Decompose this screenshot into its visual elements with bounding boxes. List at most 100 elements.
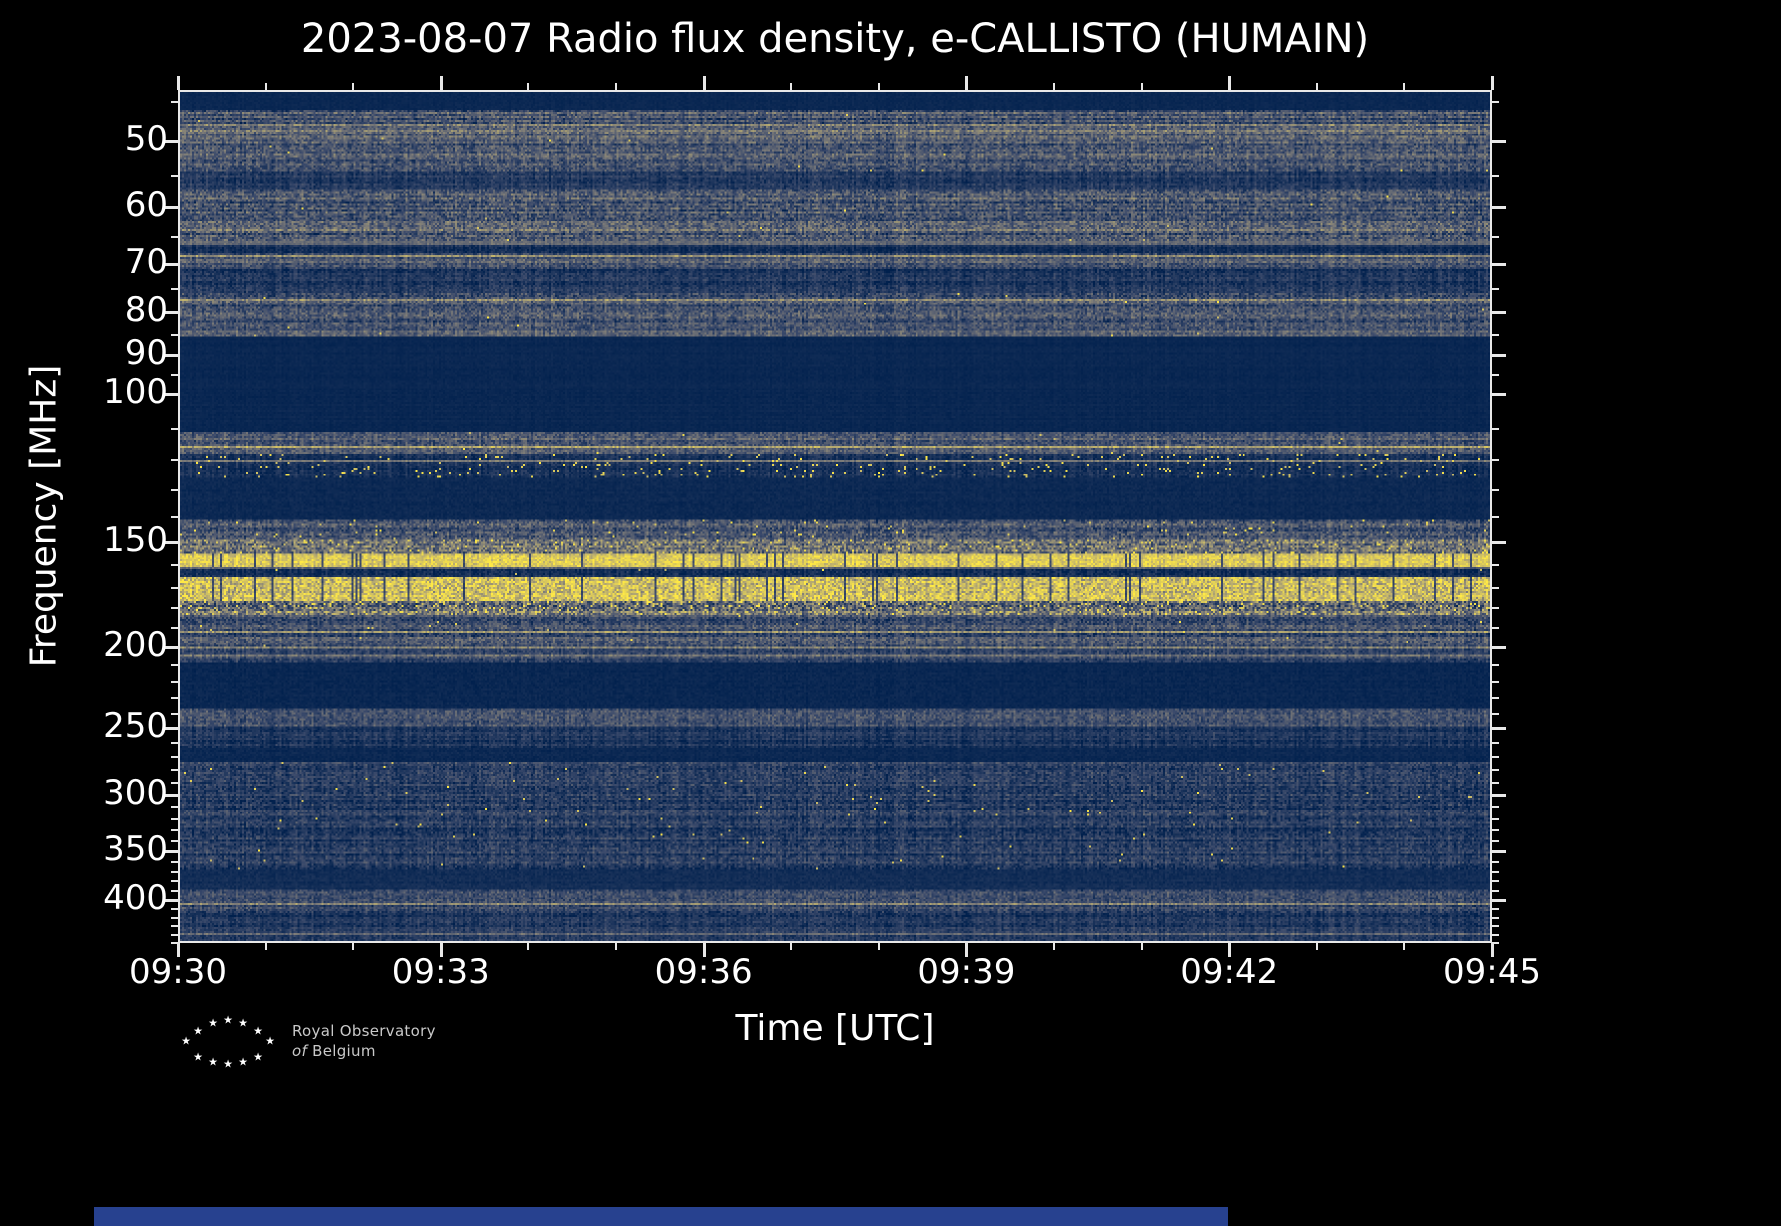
y-minor-tick: [171, 488, 178, 491]
x-minor-tick: [1053, 83, 1055, 90]
y-tick-label: 400: [103, 878, 168, 918]
x-tick-label: 09:42: [1180, 952, 1279, 992]
y-minor-tick: [1492, 564, 1499, 567]
y-minor-tick: [1492, 627, 1499, 630]
y-minor-tick: [1492, 235, 1499, 238]
x-minor-tick: [527, 83, 530, 90]
x-axis-label: Time [UTC]: [735, 1008, 935, 1049]
y-minor-tick: [1492, 817, 1499, 820]
y-major-tick: [164, 392, 178, 396]
y-tick-label: 250: [103, 706, 168, 747]
x-minor-tick: [615, 943, 617, 950]
y-minor-tick: [171, 101, 178, 104]
x-minor-tick: [352, 943, 355, 950]
rob-logo-text-belgium: Belgium: [312, 1042, 376, 1060]
y-major-tick: [1492, 311, 1506, 315]
y-minor-tick: [1492, 101, 1499, 104]
y-major-tick: [164, 262, 178, 266]
y-tick-label: 80: [124, 290, 168, 331]
y-minor-tick: [1492, 586, 1499, 589]
x-minor-tick: [527, 943, 530, 950]
x-tick-label: 09:45: [1443, 952, 1541, 992]
y-minor-tick: [1492, 860, 1499, 863]
x-minor-tick: [790, 943, 793, 950]
rob-logo-text-line2: of Belgium: [292, 1042, 376, 1060]
y-minor-tick: [171, 515, 178, 518]
y-minor-tick: [1492, 712, 1499, 715]
x-major-tick: [1228, 943, 1232, 957]
x-tick-label: 09:39: [917, 952, 1016, 992]
x-minor-tick: [1403, 943, 1406, 950]
y-minor-tick: [171, 680, 178, 683]
y-major-tick: [164, 354, 178, 358]
y-minor-tick: [171, 459, 178, 462]
y-minor-tick: [171, 586, 178, 589]
y-minor-tick: [1492, 908, 1499, 910]
y-minor-tick: [171, 768, 178, 771]
y-tick-label: 60: [124, 185, 168, 226]
x-major-tick: [1491, 76, 1494, 90]
y-tick-label: 150: [103, 519, 168, 560]
y-minor-tick: [1492, 942, 1499, 944]
x-minor-tick: [1140, 83, 1143, 90]
star-icon: ★: [253, 1024, 263, 1038]
y-minor-tick: [171, 235, 178, 238]
x-minor-tick: [264, 83, 267, 90]
y-major-tick: [164, 540, 178, 544]
y-major-tick: [164, 727, 178, 731]
star-icon: ★: [208, 1055, 218, 1069]
y-minor-tick: [171, 870, 178, 873]
y-minor-tick: [171, 942, 178, 944]
y-minor-tick: [1492, 933, 1499, 936]
spectrogram-image: [180, 92, 1490, 941]
star-icon: ★: [208, 1016, 218, 1030]
y-minor-tick: [171, 607, 178, 610]
star-icon: ★: [253, 1050, 263, 1064]
y-major-tick: [1492, 354, 1506, 358]
y-minor-tick: [1492, 515, 1499, 518]
y-minor-tick: [171, 880, 178, 883]
y-minor-tick: [1492, 459, 1499, 462]
x-tick-label: 09:36: [654, 952, 753, 992]
y-minor-tick: [171, 174, 178, 177]
y-major-tick: [1492, 139, 1506, 143]
y-major-tick: [164, 850, 178, 854]
y-minor-tick: [1492, 889, 1499, 892]
y-tick-label: 200: [103, 624, 168, 665]
y-minor-tick: [171, 374, 178, 377]
y-major-tick: [1492, 850, 1506, 854]
y-minor-tick: [171, 663, 178, 666]
x-minor-tick: [1140, 943, 1143, 950]
y-minor-tick: [1492, 607, 1499, 610]
y-minor-tick: [171, 627, 178, 630]
y-major-tick: [1492, 645, 1506, 649]
y-minor-tick: [1492, 287, 1499, 290]
star-icon: ★: [193, 1024, 203, 1038]
y-major-tick: [1492, 727, 1506, 731]
x-minor-tick: [1403, 83, 1406, 90]
y-minor-tick: [1492, 781, 1499, 784]
y-minor-tick: [171, 712, 178, 715]
bottom-blue-strip: [94, 1207, 1228, 1226]
y-tick-label: 350: [103, 829, 168, 870]
x-minor-tick: [264, 943, 267, 950]
y-major-tick: [1492, 206, 1506, 210]
y-minor-tick: [171, 839, 178, 842]
x-minor-tick: [1053, 943, 1055, 950]
y-minor-tick: [171, 916, 178, 919]
x-tick-label: 09:30: [129, 952, 227, 992]
y-major-tick: [164, 645, 178, 649]
y-major-tick: [1492, 899, 1506, 902]
y-minor-tick: [1492, 741, 1499, 744]
y-major-tick: [164, 899, 178, 902]
x-major-tick: [439, 943, 443, 957]
x-major-tick: [702, 76, 706, 90]
y-minor-tick: [1492, 916, 1499, 919]
y-minor-tick: [171, 427, 178, 430]
y-minor-tick: [1492, 839, 1499, 842]
x-minor-tick: [1315, 83, 1318, 90]
y-minor-tick: [171, 781, 178, 784]
x-minor-tick: [877, 943, 880, 950]
x-major-tick: [439, 76, 443, 90]
